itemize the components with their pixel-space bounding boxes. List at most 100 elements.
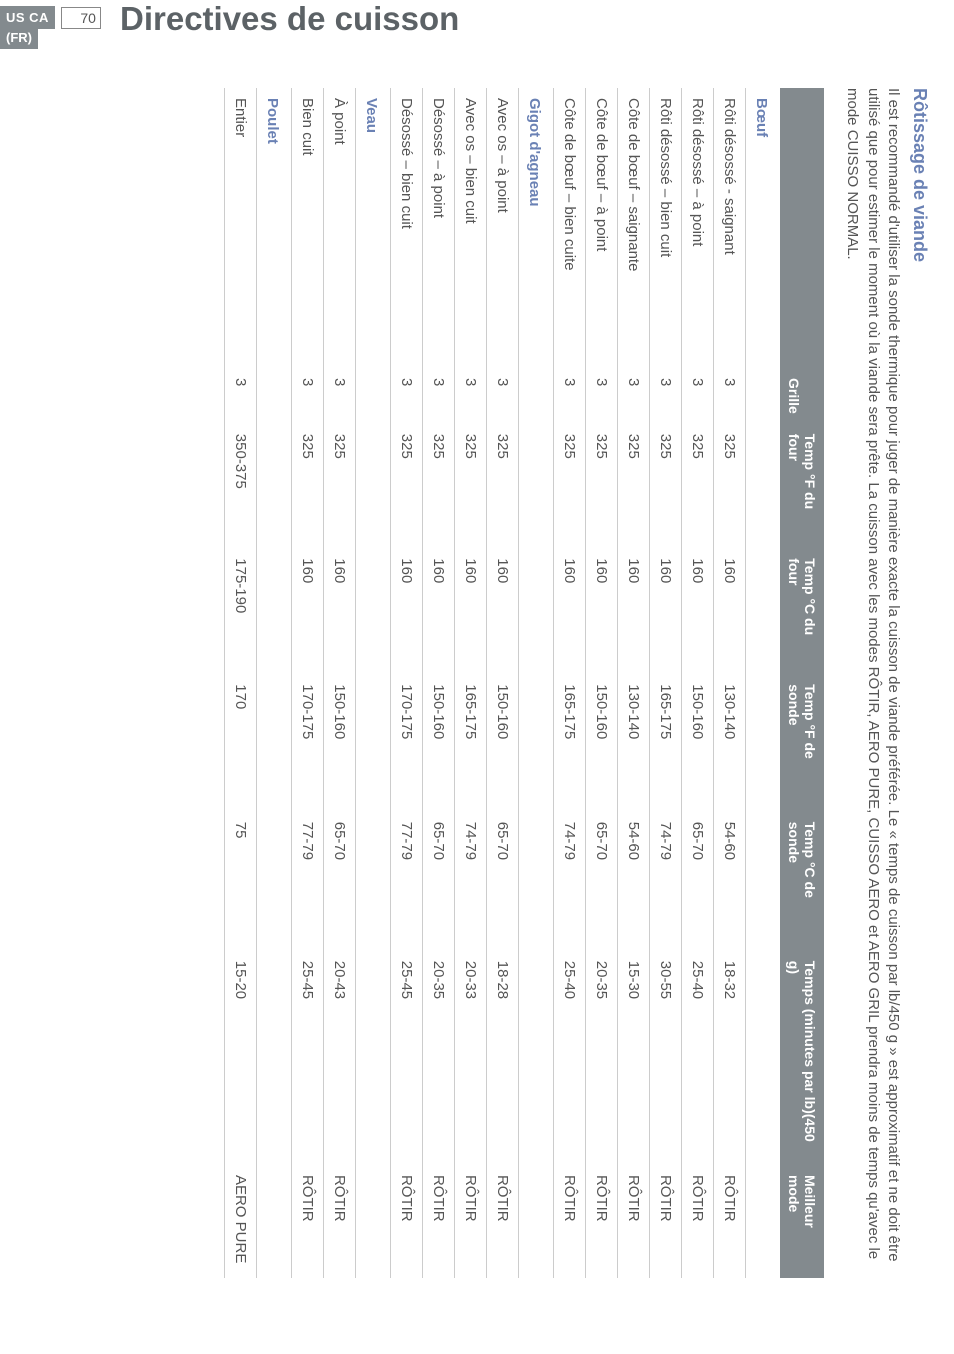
row-cell: 3	[554, 368, 586, 424]
group-row: Gigot d'agneau	[519, 88, 554, 1278]
table-row: Rôti désossé – bien cuit3325160165-17574…	[650, 88, 682, 1278]
row-cell: 325	[714, 424, 746, 548]
intro-paragraph: Il est recommandé d'utiliser la sonde th…	[842, 88, 903, 1278]
table-row: À point3325160150-16065-7020-43RÔTIR	[324, 88, 356, 1278]
table-row: Rôti désossé - saignant3325160130-14054-…	[714, 88, 746, 1278]
row-name: Désossé – bien cuit	[391, 88, 423, 368]
row-cell: 77-79	[391, 812, 423, 951]
row-cell: 160	[586, 548, 618, 674]
row-cell: RÔTIR	[324, 1165, 356, 1278]
group-row: Veau	[356, 88, 391, 1278]
row-name: Désossé – à point	[423, 88, 455, 368]
row-cell: 160	[455, 548, 487, 674]
row-cell: 170-175	[292, 674, 324, 811]
row-cell: 18-32	[714, 951, 746, 1165]
row-cell: 3	[487, 368, 519, 424]
th-temp-c-sonde: Temp °C de sonde	[780, 812, 824, 951]
row-cell: 150-160	[586, 674, 618, 811]
row-name: Rôti désossé - saignant	[714, 88, 746, 368]
row-cell: 65-70	[324, 812, 356, 951]
row-cell: 3	[292, 368, 324, 424]
row-cell: 18-28	[487, 951, 519, 1165]
row-cell: 325	[618, 424, 650, 548]
row-cell: 3	[391, 368, 423, 424]
row-name: Côte de bœuf – bien cuite	[554, 88, 586, 368]
row-name: Bien cuit	[292, 88, 324, 368]
row-cell: 25-45	[391, 951, 423, 1165]
group-label: Gigot d'agneau	[519, 88, 554, 1278]
th-temp-f-four: Temp °F du four	[780, 424, 824, 548]
row-cell: 130-140	[714, 674, 746, 811]
row-name: Rôti désossé – à point	[682, 88, 714, 368]
row-cell: 25-40	[554, 951, 586, 1165]
row-cell: AERO PURE	[225, 1165, 257, 1278]
table-row: Rôti désossé – à point3325160150-16065-7…	[682, 88, 714, 1278]
group-row: Poulet	[257, 88, 292, 1278]
row-cell: 170	[225, 674, 257, 811]
row-cell: 150-160	[487, 674, 519, 811]
table-row: Bien cuit3325160170-17577-7925-45RÔTIR	[292, 88, 324, 1278]
table-row: Côte de bœuf – saignante3325160130-14054…	[618, 88, 650, 1278]
table-row: Désossé – à point3325160150-16065-7020-3…	[423, 88, 455, 1278]
row-cell: 3	[682, 368, 714, 424]
row-cell: 65-70	[487, 812, 519, 951]
row-cell: 3	[423, 368, 455, 424]
group-label: Veau	[356, 88, 391, 1278]
row-cell: RÔTIR	[455, 1165, 487, 1278]
row-cell: 25-40	[682, 951, 714, 1165]
row-cell: 160	[487, 548, 519, 674]
row-cell: 30-55	[650, 951, 682, 1165]
row-cell: 325	[423, 424, 455, 548]
row-cell: 150-160	[682, 674, 714, 811]
row-cell: RÔTIR	[554, 1165, 586, 1278]
row-cell: 3	[650, 368, 682, 424]
row-cell: 20-43	[324, 951, 356, 1165]
table-row: Désossé – bien cuit3325160170-17577-7925…	[391, 88, 423, 1278]
group-label: Poulet	[257, 88, 292, 1278]
row-cell: 65-70	[682, 812, 714, 951]
row-name: Côte de bœuf – à point	[586, 88, 618, 368]
group-label: Bœuf	[746, 88, 781, 1278]
th-temps: Temps (minutes par lb)(450 g)	[780, 951, 824, 1165]
row-cell: 3	[618, 368, 650, 424]
row-cell: RÔTIR	[292, 1165, 324, 1278]
row-cell: 15-30	[618, 951, 650, 1165]
table-header-row: Grille Temp °F du four Temp °C du four T…	[780, 88, 824, 1278]
row-cell: 170-175	[391, 674, 423, 811]
row-cell: 165-175	[455, 674, 487, 811]
row-cell: 160	[650, 548, 682, 674]
th-mode: Meilleur mode	[780, 1165, 824, 1278]
th-name	[780, 88, 824, 368]
table-row: Côte de bœuf – à point3325160150-16065-7…	[586, 88, 618, 1278]
row-cell: RÔTIR	[682, 1165, 714, 1278]
row-cell: 3	[324, 368, 356, 424]
row-cell: 325	[487, 424, 519, 548]
row-cell: 150-160	[423, 674, 455, 811]
row-cell: 65-70	[586, 812, 618, 951]
row-cell: 160	[391, 548, 423, 674]
row-cell: 325	[455, 424, 487, 548]
row-cell: 325	[554, 424, 586, 548]
table-row: Avec os – à point3325160150-16065-7018-2…	[487, 88, 519, 1278]
row-cell: 74-79	[455, 812, 487, 951]
row-cell: 3	[455, 368, 487, 424]
row-cell: 175-190	[225, 548, 257, 674]
row-cell: 20-33	[455, 951, 487, 1165]
lang-tab: (FR)	[0, 26, 38, 49]
row-cell: 3	[586, 368, 618, 424]
group-row: Bœuf	[746, 88, 781, 1278]
row-cell: 74-79	[650, 812, 682, 951]
row-cell: RÔTIR	[487, 1165, 519, 1278]
th-temp-c-four: Temp °C du four	[780, 548, 824, 674]
row-cell: 77-79	[292, 812, 324, 951]
row-cell: 74-79	[554, 812, 586, 951]
page-number: 70	[61, 7, 101, 29]
row-cell: 20-35	[423, 951, 455, 1165]
content-rotated: Rôtissage de viande Il est recommandé d'…	[224, 88, 930, 1278]
th-grille: Grille	[780, 368, 824, 424]
row-cell: 160	[682, 548, 714, 674]
row-cell: RÔTIR	[391, 1165, 423, 1278]
roasting-table: Grille Temp °F du four Temp °C du four T…	[224, 88, 824, 1278]
row-cell: 130-140	[618, 674, 650, 811]
row-cell: 3	[225, 368, 257, 424]
